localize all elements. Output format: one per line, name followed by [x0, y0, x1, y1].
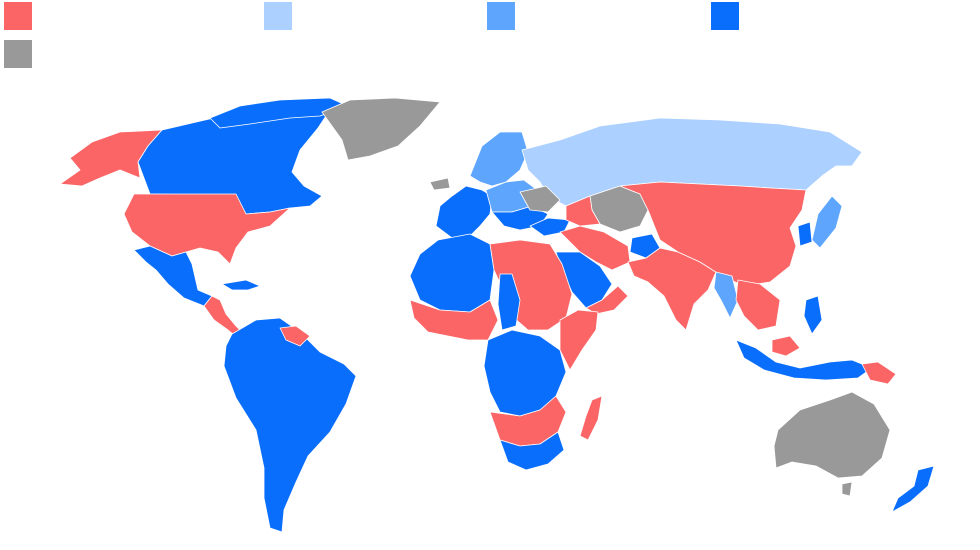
region-kazakhstan[interactable] [565, 195, 601, 227]
region-tasmania[interactable] [841, 481, 853, 497]
region-indonesia[interactable] [735, 339, 873, 381]
region-south-america[interactable] [223, 317, 357, 533]
region-japan[interactable] [811, 195, 843, 249]
region-southeast-asia[interactable] [735, 279, 781, 331]
region-australia[interactable] [773, 391, 891, 479]
legend-swatch-red [4, 2, 32, 30]
legend-swatch-blue [711, 2, 739, 30]
region-guianas[interactable] [279, 325, 311, 347]
legend-swatch-mid-blue [487, 2, 515, 30]
legend-swatch-gray [4, 40, 32, 68]
region-south-asia[interactable] [627, 247, 717, 331]
region-east-africa[interactable] [559, 309, 599, 371]
region-papua-new-guinea[interactable] [861, 361, 897, 385]
legend-swatch-light-blue [264, 2, 292, 30]
region-borneo-malaysia[interactable] [771, 335, 801, 357]
region-china-mongolia[interactable] [619, 181, 807, 287]
region-madagascar[interactable] [579, 395, 603, 441]
region-new-zealand[interactable] [891, 465, 935, 513]
legend-item-red [4, 2, 40, 30]
region-iceland[interactable] [429, 177, 451, 191]
region-myanmar[interactable] [713, 271, 739, 319]
region-western-europe[interactable] [435, 185, 493, 239]
region-chad[interactable] [497, 273, 521, 331]
region-usa[interactable] [123, 193, 291, 265]
region-caribbean[interactable] [221, 279, 261, 291]
legend-item-light-blue [264, 2, 300, 30]
region-south-africa[interactable] [499, 431, 565, 471]
legend-item-blue [711, 2, 747, 30]
region-scandinavia[interactable] [469, 131, 529, 187]
region-north-africa[interactable] [409, 233, 495, 313]
region-philippines[interactable] [803, 295, 823, 335]
region-greenland[interactable] [321, 97, 441, 161]
legend-item-mid-blue [487, 2, 523, 30]
region-korea[interactable] [797, 221, 813, 247]
region-turkey-anatolia[interactable] [529, 217, 571, 237]
legend-item-gray [4, 40, 40, 68]
region-alaska[interactable] [59, 129, 163, 187]
region-turkey[interactable] [519, 185, 561, 213]
legend [0, 0, 980, 80]
